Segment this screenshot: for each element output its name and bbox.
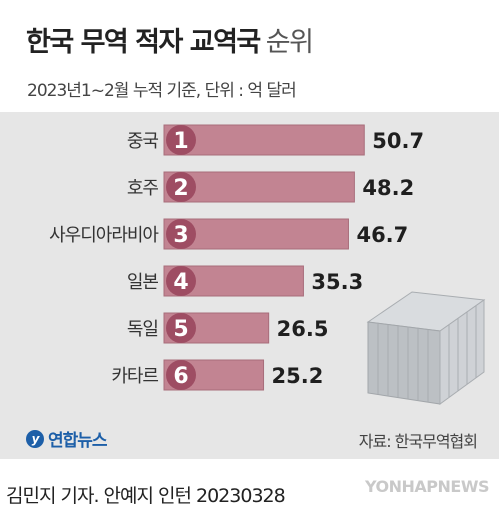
category-label-2: 호주 [127,178,159,199]
chart-subtitle: 2023년1~2월 누적 기준, 단위 : 억 달러 [27,81,297,101]
container-illustration [366,291,486,405]
rank-label-2: 2 [173,176,188,201]
rank-badge-1 [166,125,196,155]
rank-badge-6 [166,360,196,390]
source-note: 자료: 한국무역협회 [358,432,478,451]
value-label-2: 48.2 [362,176,414,200]
value-label-3: 46.7 [356,223,408,247]
value-label-4: 35.3 [311,270,363,294]
chart-title: 한국 무역 적자 교역국 순위 [26,20,314,59]
title-main: 한국 무역 적자 교역국 [26,27,261,58]
category-label-4: 일본 [127,272,159,293]
credit-bar: 김민지 기자. 안예지 인턴 20230328 YONHAPNEWS [0,459,499,515]
bars-layer: 1 중국 50.7 2 호주 48.2 3 사우디아라비아 46.7 4 일본 35.3 5 독일 26.5… [49,124,424,391]
bar-chart: 1 중국 50.7 2 호주 48.2 3 사우디아라비아 46.7 4 일본 35.3 5 독일 26.5… [49,124,486,405]
rank-badge-2 [166,172,196,202]
value-label-5: 26.5 [277,317,329,341]
yonhap-logo-text: 연합뉴스 [48,431,108,451]
rank-badge-5 [166,313,196,343]
rank-badge-4 [166,266,196,296]
value-label-6: 25.2 [272,364,324,388]
rank-label-5: 5 [173,317,188,342]
value-label-1: 50.7 [372,129,424,153]
rank-badge-3 [166,219,196,249]
watermark: YONHAPNEWS [365,477,490,496]
rank-label-1: 1 [173,129,188,154]
byline: 김민지 기자. 안예지 인턴 20230328 [6,485,286,507]
yonhap-logo-icon: y [26,429,44,448]
category-label-3: 사우디아라비아 [49,225,159,246]
category-label-6: 카타르 [111,366,158,387]
title-suffix: 순위 [265,27,314,58]
bar-1 [163,124,365,156]
rank-label-6: 6 [173,364,188,389]
rank-label-4: 4 [173,270,188,295]
category-label-5: 독일 [127,319,158,340]
yonhap-logo: y 연합뉴스 [26,426,108,451]
category-label-1: 중국 [127,131,159,152]
rank-label-3: 3 [173,223,188,248]
